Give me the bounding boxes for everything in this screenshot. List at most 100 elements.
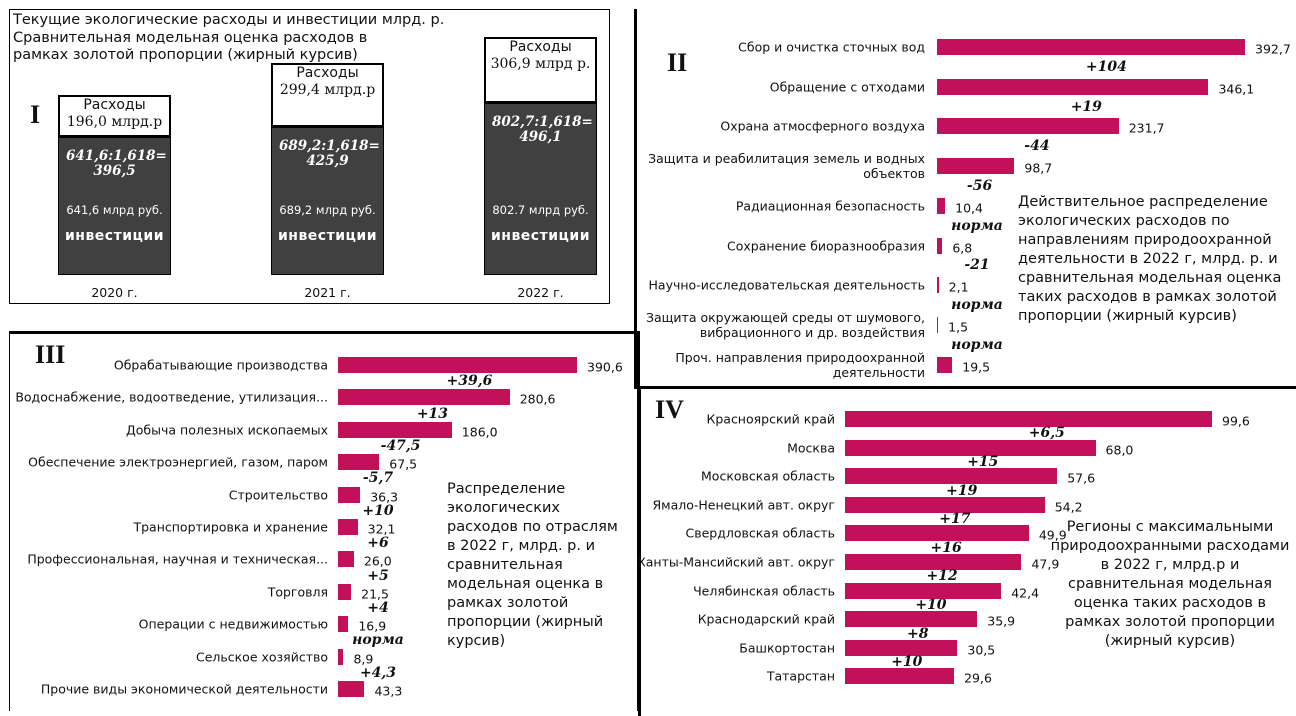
annotation: +39,6	[446, 373, 493, 390]
y-tick-label: Прочие виды экономической деятельности	[40, 681, 328, 697]
y-tick-label: Московская область	[701, 468, 835, 484]
y-tick-label: Татарстан	[766, 668, 835, 684]
y-tick-label: Башкортостан	[739, 640, 835, 656]
annotation: +13	[416, 405, 449, 422]
bar	[937, 316, 939, 333]
value-label: 10,4	[955, 200, 983, 216]
bar	[937, 78, 1209, 95]
annotation: +17	[939, 511, 971, 528]
value-label: 280,6	[519, 391, 556, 407]
annotation: +10	[891, 654, 923, 671]
chart-subtitle: Сравнительная модельная оценка расходов …	[13, 30, 368, 63]
bar	[937, 118, 1119, 135]
bar	[338, 616, 349, 633]
value-label: 49,9	[1038, 527, 1067, 543]
series-name: Расходы	[296, 64, 359, 81]
bar-segment	[271, 127, 384, 275]
value-label: 689,2 млрд руб.	[279, 203, 376, 217]
y-tick-label: Обеспечение электроэнергией, газом, паро…	[28, 454, 328, 470]
bar	[338, 357, 577, 373]
bar	[338, 421, 452, 438]
y-tick-label: Обращение с отходами	[769, 79, 925, 95]
y-tick-label: Транспортировка и хранение	[133, 519, 328, 535]
annotation: +19	[946, 482, 978, 499]
bar	[845, 439, 1096, 456]
y-tick-label: Сбор и очистка сточных вод	[738, 39, 925, 55]
x-tick-label: 2020 г.	[91, 285, 138, 300]
series-name: инвестиции	[277, 228, 378, 244]
bar-segment	[484, 37, 597, 103]
bar	[937, 39, 1245, 55]
bar-segment	[58, 137, 171, 275]
annotation: +6,5	[1028, 425, 1065, 442]
bar	[845, 639, 958, 656]
value-label: 99,6	[1222, 413, 1250, 429]
y-tick-label: Обрабатывающие производства	[113, 357, 328, 373]
y-tick-label: Строительство	[228, 487, 328, 503]
value-label: 6,8	[952, 240, 973, 255]
note: Распределение экологических расходов по …	[447, 481, 618, 649]
annotation: -5,7	[362, 470, 394, 487]
value-label: 641,6 млрд руб.	[66, 203, 163, 217]
bar-segment	[484, 102, 597, 275]
annotation: -44	[1024, 138, 1050, 155]
panel-label: II	[667, 48, 688, 77]
panel-label: I	[30, 100, 41, 129]
value-label: 57,6	[1067, 470, 1096, 486]
annotation: норма	[951, 297, 1003, 314]
bar	[845, 411, 1212, 427]
bar	[845, 525, 1029, 542]
bar-segment	[58, 95, 171, 138]
value-label: 47,9	[1031, 556, 1060, 572]
y-tick-label: Защита и реабилитация земель и водных об…	[648, 151, 925, 182]
y-tick-label: Ямало-Ненецкий авт. округ	[652, 497, 835, 513]
series-name: Расходы	[509, 39, 572, 55]
panel-1	[9, 9, 610, 304]
value-label: 21,5	[361, 586, 389, 602]
value-label: 299,4 млрд.р	[279, 81, 376, 98]
chart-title: Текущие экологические расходы и инвестиц…	[13, 12, 445, 28]
bar	[338, 681, 365, 697]
bar-segment	[271, 62, 384, 128]
y-tick-label: Краснодарский край	[697, 611, 835, 627]
y-tick-label: Красноярский край	[706, 411, 835, 427]
y-tick-label: Ханты-Мансийский авт. округ	[637, 554, 835, 570]
bar	[338, 648, 344, 665]
y-tick-label: Челябинская область	[693, 583, 835, 599]
bar	[338, 519, 358, 535]
bar	[338, 486, 361, 503]
series-name: Расходы	[83, 97, 146, 114]
value-label: 42,4	[1011, 585, 1040, 601]
y-tick-label: Радиационная безопасность	[735, 198, 925, 214]
annotation: -21	[964, 257, 990, 274]
value-label: 54,2	[1054, 499, 1083, 515]
bar	[845, 668, 955, 685]
bar	[937, 277, 939, 294]
value-label: 8,9	[353, 651, 374, 667]
value-label: 306,9 млрд р.	[490, 56, 591, 72]
y-tick-label: Охрана атмосферного воздуха	[720, 118, 925, 134]
annotation: +6	[367, 535, 389, 552]
note: Регионы с максимальными природоохранными…	[1050, 519, 1290, 649]
annotation: +16	[930, 539, 962, 556]
series-name: инвестиции	[490, 228, 591, 244]
annotation: норма	[352, 632, 404, 649]
y-tick-label: Защита окружающей среды от шумового, виб…	[645, 309, 925, 340]
panel-2	[634, 9, 1296, 389]
bar	[845, 468, 1058, 485]
bar	[937, 197, 946, 214]
value-label: 390,6	[587, 359, 623, 375]
annotation: +104	[1085, 58, 1127, 75]
bar	[338, 583, 352, 600]
annotation: +10	[362, 502, 394, 519]
value-label: 1,5	[948, 319, 969, 335]
y-tick-label: Сельское хозяйство	[195, 649, 328, 665]
value-label: 98,7	[1024, 160, 1053, 176]
value-label: 36,3	[370, 489, 399, 505]
bar	[338, 551, 354, 568]
panel-label: III	[35, 340, 66, 369]
value-label: 30,5	[967, 642, 996, 658]
value-label: 35,9	[987, 613, 1016, 629]
annotation: -56	[966, 177, 993, 194]
